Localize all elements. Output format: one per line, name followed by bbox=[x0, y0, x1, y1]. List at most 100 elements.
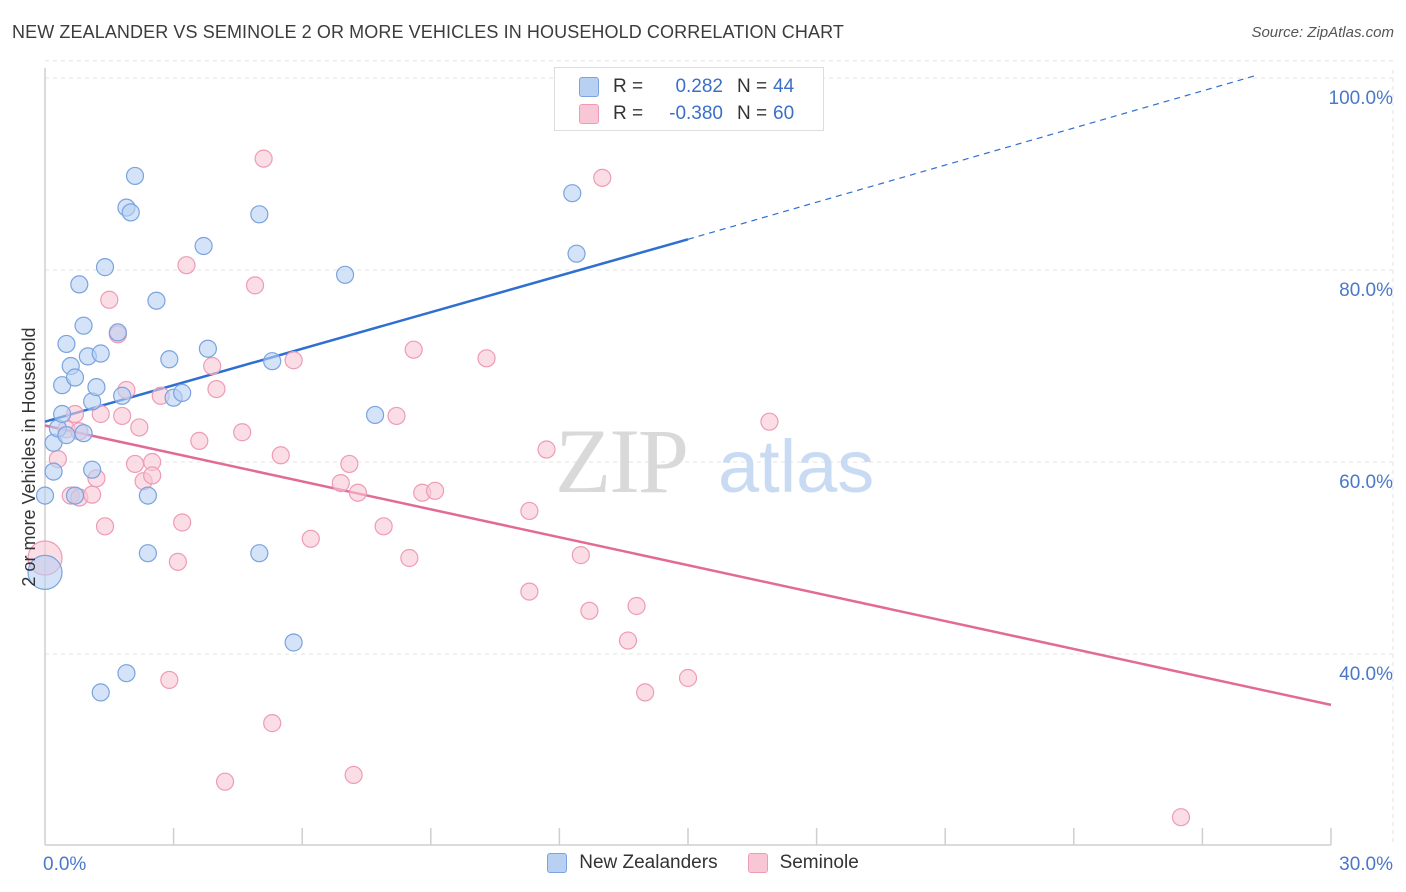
watermark-atlas: atlas bbox=[718, 425, 874, 508]
point-new-zealander bbox=[147, 291, 166, 310]
point-seminole bbox=[190, 431, 209, 450]
point-seminole bbox=[344, 765, 363, 785]
point-new-zealander bbox=[113, 386, 132, 405]
series-swatch-pink bbox=[747, 853, 768, 873]
point-seminole bbox=[177, 256, 196, 275]
legend-swatch-pink bbox=[579, 104, 599, 124]
legend-n-value: 44 bbox=[773, 76, 795, 97]
point-seminole bbox=[678, 668, 698, 688]
point-seminole bbox=[233, 423, 252, 442]
point-new-zealander bbox=[567, 244, 586, 263]
legend-n-label: N = bbox=[737, 103, 768, 124]
point-new-zealander bbox=[87, 378, 106, 397]
point-new-zealander bbox=[108, 323, 127, 342]
point-seminole bbox=[425, 481, 445, 500]
point-seminole bbox=[143, 466, 162, 485]
point-seminole bbox=[520, 582, 539, 601]
point-new-zealander bbox=[91, 344, 110, 363]
point-new-zealander bbox=[74, 424, 93, 443]
tick-labels: 40.0% 60.0% 80.0% 100.0% 0.0% 30.0% bbox=[43, 88, 1393, 875]
watermark: ZIP atlas bbox=[555, 410, 874, 512]
point-seminole bbox=[1171, 808, 1191, 827]
watermark-zip: ZIP bbox=[555, 410, 687, 512]
y-tick-label: 40.0% bbox=[1339, 664, 1393, 685]
point-seminole bbox=[168, 552, 187, 571]
x-tick-label: 0.0% bbox=[43, 854, 86, 875]
point-seminole bbox=[263, 714, 282, 733]
legend-n-value: 60 bbox=[773, 103, 795, 124]
point-seminole bbox=[95, 517, 115, 536]
point-seminole bbox=[113, 406, 132, 426]
series-legend-label: Seminole bbox=[779, 852, 859, 873]
point-new-zealander bbox=[138, 544, 157, 563]
series-legend-label: New Zealanders bbox=[579, 852, 718, 873]
point-seminole bbox=[627, 596, 646, 616]
point-seminole bbox=[160, 670, 179, 690]
point-seminole bbox=[593, 168, 612, 187]
series-legend: New Zealanders Seminole bbox=[0, 852, 1406, 874]
legend-row-new-zealanders: R = 0.282 N = 44 bbox=[579, 74, 794, 100]
point-new-zealander bbox=[117, 664, 136, 683]
point-seminole bbox=[387, 406, 406, 426]
series-swatch-blue bbox=[547, 853, 568, 873]
legend-r-value: 0.282 bbox=[675, 76, 723, 97]
legend-r-value: -0.380 bbox=[669, 103, 723, 124]
point-new-zealander bbox=[125, 166, 145, 186]
point-seminole bbox=[580, 601, 599, 620]
point-seminole bbox=[537, 440, 556, 459]
point-seminole bbox=[173, 513, 192, 532]
point-new-zealander bbox=[263, 352, 282, 371]
legend-row-seminole: R = -0.380 N = 60 bbox=[579, 101, 794, 127]
axes bbox=[44, 68, 1332, 846]
point-seminole bbox=[400, 548, 419, 568]
point-new-zealander bbox=[365, 405, 385, 425]
point-seminole bbox=[203, 356, 222, 376]
point-seminole bbox=[636, 683, 655, 702]
legend-n-label: N = bbox=[737, 76, 768, 97]
point-seminole bbox=[100, 290, 119, 309]
chart-source: Source: ZipAtlas.com bbox=[1251, 24, 1394, 41]
point-new-zealander bbox=[160, 350, 179, 369]
point-seminole bbox=[404, 340, 423, 359]
point-new-zealander bbox=[198, 339, 217, 358]
point-seminole bbox=[91, 404, 110, 424]
point-seminole bbox=[340, 454, 359, 474]
point-new-zealander bbox=[70, 275, 89, 294]
trend-lines bbox=[44, 75, 1332, 707]
y-tick-label: 60.0% bbox=[1339, 472, 1393, 493]
point-seminole bbox=[520, 501, 539, 521]
y-axis-label: 2 or more Vehicles in Household bbox=[19, 327, 39, 586]
point-new-zealander bbox=[173, 383, 192, 402]
series-legend-seminole[interactable]: Seminole bbox=[747, 852, 859, 874]
point-new-zealander bbox=[74, 316, 93, 335]
point-new-zealander bbox=[57, 426, 76, 445]
x-tick-label: 30.0% bbox=[1339, 854, 1393, 875]
legend-swatch-blue bbox=[579, 77, 599, 97]
point-seminole bbox=[374, 517, 393, 536]
trend-line-seminole bbox=[44, 424, 1332, 707]
legend-r-label: R = bbox=[613, 103, 644, 124]
series-legend-new-zealanders[interactable]: New Zealanders bbox=[547, 852, 718, 874]
point-new-zealander bbox=[57, 334, 76, 354]
point-new-zealander bbox=[335, 265, 355, 284]
point-seminole bbox=[284, 351, 303, 370]
point-seminole bbox=[760, 412, 779, 431]
point-new-zealander bbox=[35, 486, 55, 505]
point-seminole bbox=[130, 418, 149, 437]
point-new-zealander bbox=[91, 683, 110, 702]
point-new-zealander bbox=[250, 205, 269, 224]
point-seminole bbox=[271, 446, 290, 465]
trend-line-new-zealanders bbox=[44, 238, 689, 423]
point-new-zealander bbox=[83, 460, 102, 479]
chart-title: NEW ZEALANDER VS SEMINOLE 2 OR MORE VEHI… bbox=[12, 22, 844, 42]
point-seminole bbox=[331, 474, 350, 493]
point-seminole bbox=[301, 529, 320, 548]
point-new-zealander bbox=[250, 544, 269, 563]
point-new-zealander bbox=[284, 633, 303, 652]
point-seminole bbox=[207, 379, 226, 399]
point-seminole bbox=[254, 149, 273, 168]
gridlines bbox=[45, 60, 1394, 845]
point-seminole bbox=[571, 546, 590, 565]
legend-r-label: R = bbox=[613, 76, 644, 97]
